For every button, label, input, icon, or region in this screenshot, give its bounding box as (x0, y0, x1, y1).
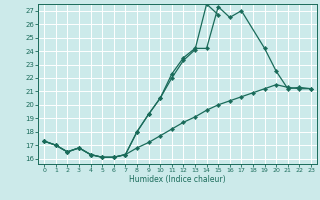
X-axis label: Humidex (Indice chaleur): Humidex (Indice chaleur) (129, 175, 226, 184)
